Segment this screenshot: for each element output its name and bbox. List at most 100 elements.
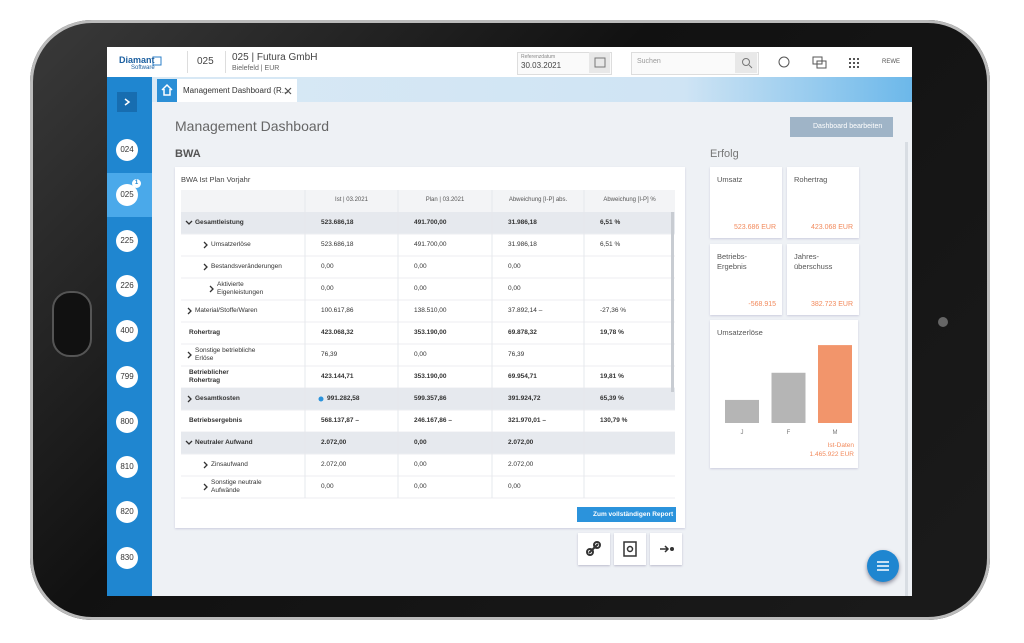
tab-title[interactable]: Management Dashboard (R...: [183, 86, 289, 95]
cell: 991.282,58: [327, 395, 360, 402]
sidebar-item[interactable]: 400: [116, 320, 138, 343]
sidebar-toggle[interactable]: [117, 92, 137, 112]
cell: 523.686,18: [321, 241, 354, 248]
calendar-button[interactable]: [589, 52, 610, 73]
x-tick-label: F: [787, 430, 791, 436]
row-label[interactable]: Gesamtleistung: [195, 219, 244, 226]
main-scrollbar: [905, 142, 908, 596]
section-title: Erfolg: [710, 148, 739, 160]
chevron: [203, 263, 208, 271]
screen: Diamant Software 025 025 | Futura GmbH Biele…: [107, 47, 912, 596]
date-box[interactable]: [517, 52, 612, 75]
logo: Diamant: [119, 55, 155, 65]
search-box[interactable]: [631, 52, 759, 75]
row-label: Betrieblicher Rohertrag: [189, 369, 229, 384]
chevron: [203, 483, 208, 491]
sidebar-item[interactable]: 025: [116, 184, 138, 207]
help-icon[interactable]: [778, 56, 790, 68]
active-tab[interactable]: [177, 79, 297, 102]
row-label[interactable]: Umsatzerlöse: [211, 241, 251, 248]
action-icons: [586, 541, 674, 557]
kpi-tile[interactable]: [710, 167, 782, 238]
bar: [725, 399, 759, 423]
kpi-tile[interactable]: [787, 167, 859, 238]
cell: 0,00: [508, 483, 521, 490]
sidebar-item[interactable]: 830: [116, 546, 138, 569]
chevron: [187, 307, 192, 315]
user[interactable]: REWE: [882, 59, 900, 65]
sidebar-item[interactable]: 226: [116, 274, 138, 297]
row-label[interactable]: Gesamtkosten: [195, 395, 240, 402]
section-title: BWA: [175, 148, 201, 160]
table-lines: [181, 190, 675, 499]
badge: 1: [132, 179, 141, 189]
cell: 19,78 %: [600, 329, 624, 336]
cell: 2.072,00: [321, 461, 347, 468]
table-scrollbar: [671, 212, 674, 392]
cell: 0,00: [321, 263, 334, 270]
status-dot: [318, 396, 324, 402]
edit-button[interactable]: [790, 117, 893, 137]
sidebar-item[interactable]: 799: [116, 365, 138, 388]
cell: 423.144,71: [321, 373, 354, 380]
header-icons: [152, 56, 859, 69]
cell: 69.954,71: [508, 373, 537, 380]
search-placeholder[interactable]: Suchen: [637, 58, 661, 65]
row-label: Betriebsergebnis: [189, 417, 243, 424]
cell: 523.686,18: [321, 219, 354, 226]
home-tab[interactable]: [157, 79, 177, 102]
settings-button[interactable]: [614, 533, 646, 565]
chevron: [185, 440, 193, 445]
cell: 2.072,00: [508, 461, 534, 468]
kpi-label: Betriebs-Ergebnis: [717, 252, 748, 271]
cell: 31.986,18: [508, 241, 537, 248]
fab-icon: [877, 561, 889, 571]
cell: 0,00: [414, 461, 427, 468]
chevron: [124, 98, 131, 106]
kpi-tile[interactable]: [787, 244, 859, 315]
kpi-tile[interactable]: [710, 244, 782, 315]
cell: 2.072,00: [321, 439, 347, 446]
row-label[interactable]: Material/Stoffe/Waren: [195, 307, 258, 314]
sidebar-item[interactable]: 810: [116, 456, 138, 479]
sidebar-item[interactable]: 820: [116, 501, 138, 524]
cell: 0,00: [414, 263, 427, 270]
kpi-value: -568.915: [748, 301, 776, 308]
cell: 6,51 %: [600, 219, 621, 226]
client-name: 025 | Futura GmbH: [232, 52, 318, 63]
cell: 0,00: [321, 285, 334, 292]
cell: -27,36 %: [600, 307, 627, 314]
cell: 491.700,00: [414, 219, 447, 226]
cell: 31.986,18: [508, 219, 537, 226]
sidebar-item[interactable]: 024: [116, 139, 138, 161]
tab-close[interactable]: [284, 87, 292, 95]
row-label[interactable]: Sonstige neutrale Aufwände: [211, 479, 262, 494]
apps-icon[interactable]: [849, 58, 859, 68]
row-label: Rohertrag: [189, 329, 221, 336]
cell: 6,51 %: [600, 241, 621, 248]
cell: 130,79 %: [600, 417, 628, 424]
cell: 0,00: [414, 285, 427, 292]
report-button[interactable]: [577, 507, 676, 522]
column-header: Abweichung [I-P] %: [603, 197, 656, 203]
chart-total: 1.465.922 EUR: [809, 451, 854, 458]
chevron: [187, 395, 192, 403]
row-label[interactable]: Aktivierte Eigenleistungen: [217, 281, 264, 296]
chevron: [187, 351, 192, 359]
edit-button-label[interactable]: Dashboard bearbeiten: [813, 123, 883, 130]
report-button-label[interactable]: Zum vollständigen Report: [593, 511, 674, 518]
date[interactable]: 30.03.2021: [521, 61, 562, 70]
cell: 37.892,14 –: [508, 307, 543, 314]
row-label[interactable]: Sonstige betriebliche Erlöse: [195, 347, 256, 362]
bar: [771, 372, 806, 423]
kpi-label: Umsatz: [717, 175, 743, 184]
row-label[interactable]: Bestandsveränderungen: [211, 263, 282, 270]
cell: 0,00: [414, 351, 427, 358]
chevron: [209, 285, 214, 293]
cell: 0,00: [414, 483, 427, 490]
row-label[interactable]: Neutraler Aufwand: [195, 439, 253, 446]
sidebar-item[interactable]: 225: [116, 229, 138, 252]
column-header: Ist | 03.2021: [335, 197, 368, 203]
sidebar-item[interactable]: 800: [116, 410, 138, 433]
row-label[interactable]: Zinsaufwand: [211, 461, 248, 468]
